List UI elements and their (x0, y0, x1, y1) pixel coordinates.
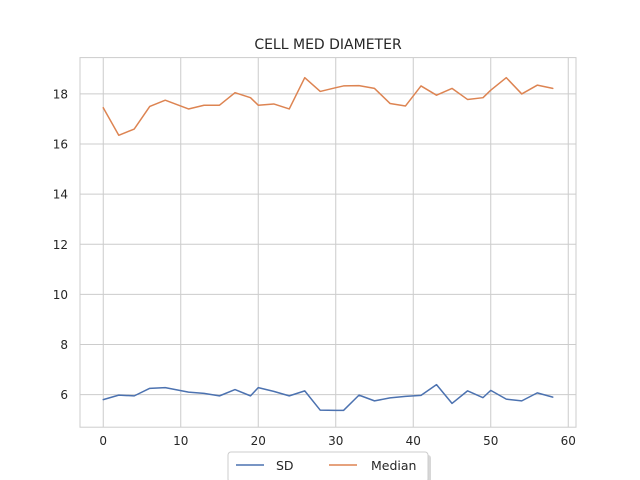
legend: SD Median (227, 451, 431, 480)
legend-label-median: Median (371, 458, 416, 473)
y-tick-label: 12 (53, 238, 68, 252)
x-tick-label: 20 (251, 434, 266, 448)
y-tick-label: 18 (53, 87, 68, 101)
x-tick-label: 10 (173, 434, 188, 448)
chart-title: CELL MED DIAMETER (254, 37, 402, 53)
tick-labels: 0 10 20 30 40 50 60 6 8 10 12 14 16 18 (53, 87, 576, 448)
y-tick-label: 14 (53, 188, 68, 202)
series-line-sd (102, 383, 554, 412)
y-tick-label: 8 (60, 338, 68, 352)
x-tick-label: 60 (561, 434, 576, 448)
y-tick-label: 6 (60, 388, 68, 402)
series-lines (102, 76, 554, 412)
grid (80, 57, 576, 428)
legend-label-sd: SD (276, 458, 294, 473)
x-tick-label: 30 (328, 434, 343, 448)
plot-area-frame (79, 57, 577, 428)
x-tick-label: 40 (406, 434, 421, 448)
y-tick-label: 10 (53, 288, 68, 302)
x-tick-label: 50 (483, 434, 498, 448)
y-tick-label: 16 (53, 138, 68, 152)
series-line-median (102, 76, 554, 137)
legend-box (227, 451, 429, 480)
x-tick-label: 0 (99, 434, 107, 448)
